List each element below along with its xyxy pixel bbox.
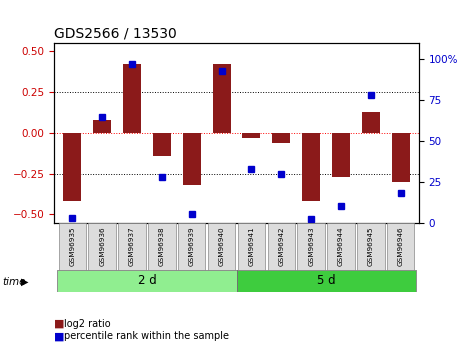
Bar xyxy=(213,64,230,133)
Text: time: time xyxy=(2,277,26,287)
Text: GSM96943: GSM96943 xyxy=(308,226,314,266)
FancyBboxPatch shape xyxy=(298,223,325,271)
Bar xyxy=(93,120,111,133)
Text: percentile rank within the sample: percentile rank within the sample xyxy=(64,332,229,341)
Text: GSM96938: GSM96938 xyxy=(159,226,165,266)
Text: ▶: ▶ xyxy=(21,277,29,287)
FancyBboxPatch shape xyxy=(387,223,414,271)
Text: GSM96944: GSM96944 xyxy=(338,226,344,266)
Text: GSM96940: GSM96940 xyxy=(219,226,225,266)
FancyBboxPatch shape xyxy=(208,223,235,271)
Bar xyxy=(63,133,81,201)
FancyBboxPatch shape xyxy=(178,223,205,271)
FancyBboxPatch shape xyxy=(357,223,385,271)
Bar xyxy=(272,133,290,142)
FancyBboxPatch shape xyxy=(327,223,355,271)
Text: GSM96942: GSM96942 xyxy=(278,226,284,266)
Bar xyxy=(243,133,260,138)
Text: 5 d: 5 d xyxy=(317,274,335,287)
Bar xyxy=(302,133,320,201)
Bar xyxy=(57,270,236,292)
FancyBboxPatch shape xyxy=(88,223,116,271)
FancyBboxPatch shape xyxy=(59,223,86,271)
Text: GSM96935: GSM96935 xyxy=(70,226,75,266)
Bar xyxy=(236,270,416,292)
Bar xyxy=(183,133,201,185)
Text: GSM96937: GSM96937 xyxy=(129,226,135,266)
Text: ■: ■ xyxy=(54,319,65,328)
Text: GSM96945: GSM96945 xyxy=(368,226,374,266)
Bar xyxy=(332,133,350,177)
Text: GSM96946: GSM96946 xyxy=(398,226,403,266)
FancyBboxPatch shape xyxy=(118,223,146,271)
Text: GDS2566 / 13530: GDS2566 / 13530 xyxy=(54,27,177,41)
FancyBboxPatch shape xyxy=(238,223,265,271)
Bar xyxy=(392,133,410,182)
Bar xyxy=(153,133,171,156)
Bar xyxy=(362,112,380,133)
Text: log2 ratio: log2 ratio xyxy=(64,319,111,328)
Text: GSM96936: GSM96936 xyxy=(99,226,105,266)
Text: 2 d: 2 d xyxy=(138,274,156,287)
Text: GSM96939: GSM96939 xyxy=(189,226,195,266)
Text: GSM96941: GSM96941 xyxy=(248,226,254,266)
FancyBboxPatch shape xyxy=(148,223,175,271)
Text: ■: ■ xyxy=(54,332,65,341)
Bar xyxy=(123,64,141,133)
FancyBboxPatch shape xyxy=(268,223,295,271)
